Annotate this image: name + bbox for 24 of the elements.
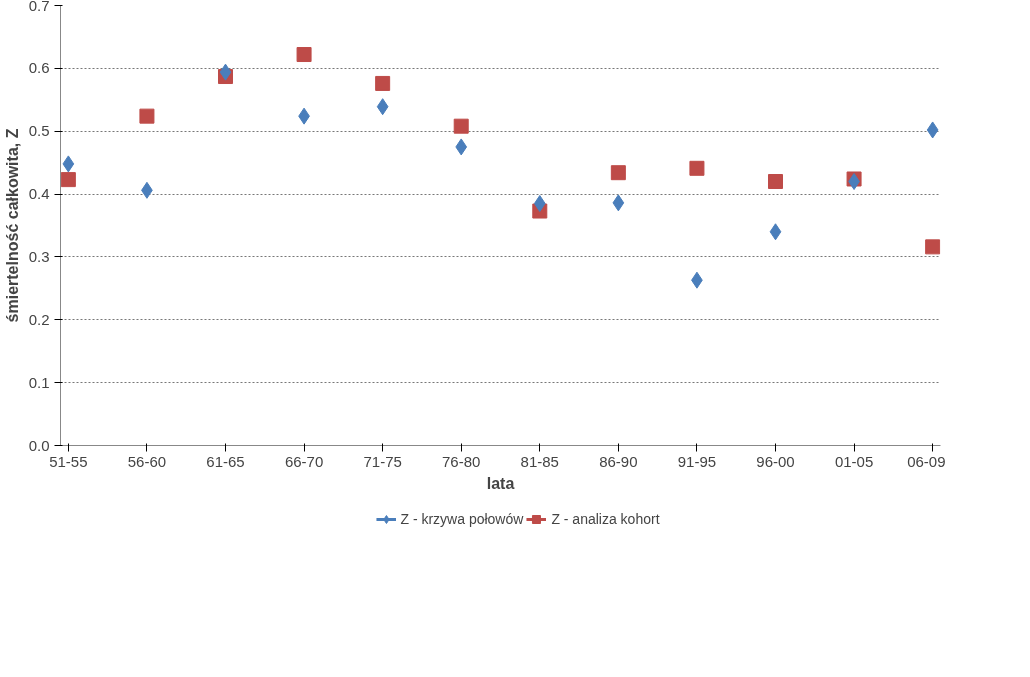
x-tick-label: 81-85 bbox=[520, 452, 559, 470]
legend-label: Z - krzywa połowów bbox=[400, 511, 524, 527]
x-tick-label: 66-70 bbox=[284, 452, 324, 470]
y-tick-label: 0.1 bbox=[28, 373, 50, 391]
x-tick-label: 91-95 bbox=[677, 452, 717, 470]
y-tick-label: 0.6 bbox=[28, 59, 50, 77]
y-tick-label: 0.5 bbox=[28, 122, 50, 140]
x-tick-label: 06-09 bbox=[907, 452, 946, 470]
y-axis-title: śmiertelność całkowita, Z bbox=[3, 128, 21, 323]
x-tick-label: 51-55 bbox=[49, 452, 88, 470]
y-tick-label: 0.7 bbox=[28, 0, 50, 14]
x-tick-label: 71-75 bbox=[363, 452, 402, 470]
legend-label: Z - analiza kohort bbox=[551, 511, 660, 527]
x-tick-label: 86-90 bbox=[599, 452, 638, 470]
x-tick-label: 76-80 bbox=[442, 452, 481, 470]
x-tick-label: 01-05 bbox=[834, 452, 874, 470]
y-tick-label: 0.4 bbox=[28, 185, 50, 203]
x-axis-title: lata bbox=[486, 474, 515, 492]
y-tick-label: 0.2 bbox=[28, 310, 50, 328]
x-tick-label: 56-60 bbox=[127, 452, 167, 470]
x-tick-label: 96-00 bbox=[756, 452, 795, 470]
x-tick-label: 61-65 bbox=[206, 452, 245, 470]
y-tick-label: 0.3 bbox=[28, 247, 50, 265]
y-tick-label: 0.0 bbox=[28, 436, 50, 454]
